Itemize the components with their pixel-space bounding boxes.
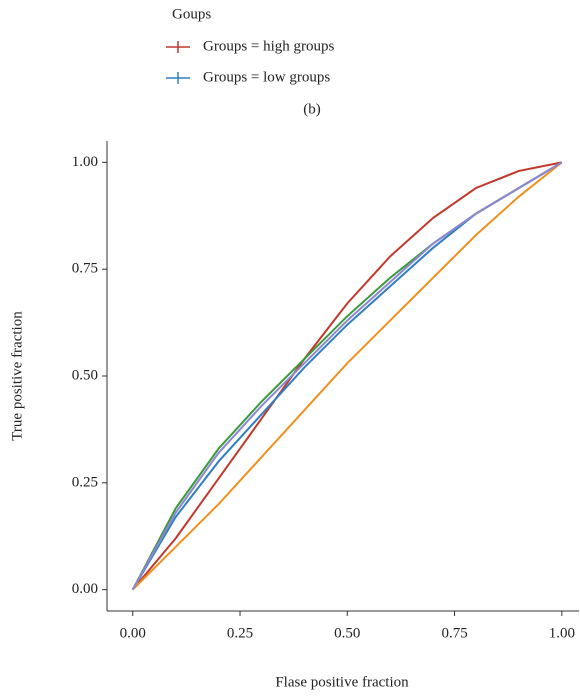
- y-axis-label: True positive fraction: [9, 311, 25, 441]
- y-tick-label: 0.75: [72, 261, 98, 277]
- subtitle: (b): [303, 101, 321, 117]
- series-line: [132, 161, 563, 591]
- y-tick-label: 0.50: [72, 367, 98, 383]
- series-line: [131, 161, 563, 591]
- y-tick-label: 1.00: [72, 154, 98, 170]
- x-tick-label: 1.00: [549, 625, 575, 641]
- y-tick-label: 0.25: [72, 474, 98, 490]
- x-axis-label: Flase positive fraction: [275, 674, 409, 690]
- x-tick-label: 0.25: [227, 625, 253, 641]
- x-tick-label: 0.75: [441, 625, 467, 641]
- legend-title: Goups: [172, 6, 211, 22]
- x-tick-label: 0.50: [334, 625, 360, 641]
- series-line: [131, 161, 563, 591]
- legend-label: Groups = low groups: [203, 69, 330, 85]
- legend-label: Groups = high groups: [203, 38, 335, 54]
- x-tick-label: 0.00: [120, 625, 146, 641]
- y-tick-label: 0.00: [72, 581, 98, 597]
